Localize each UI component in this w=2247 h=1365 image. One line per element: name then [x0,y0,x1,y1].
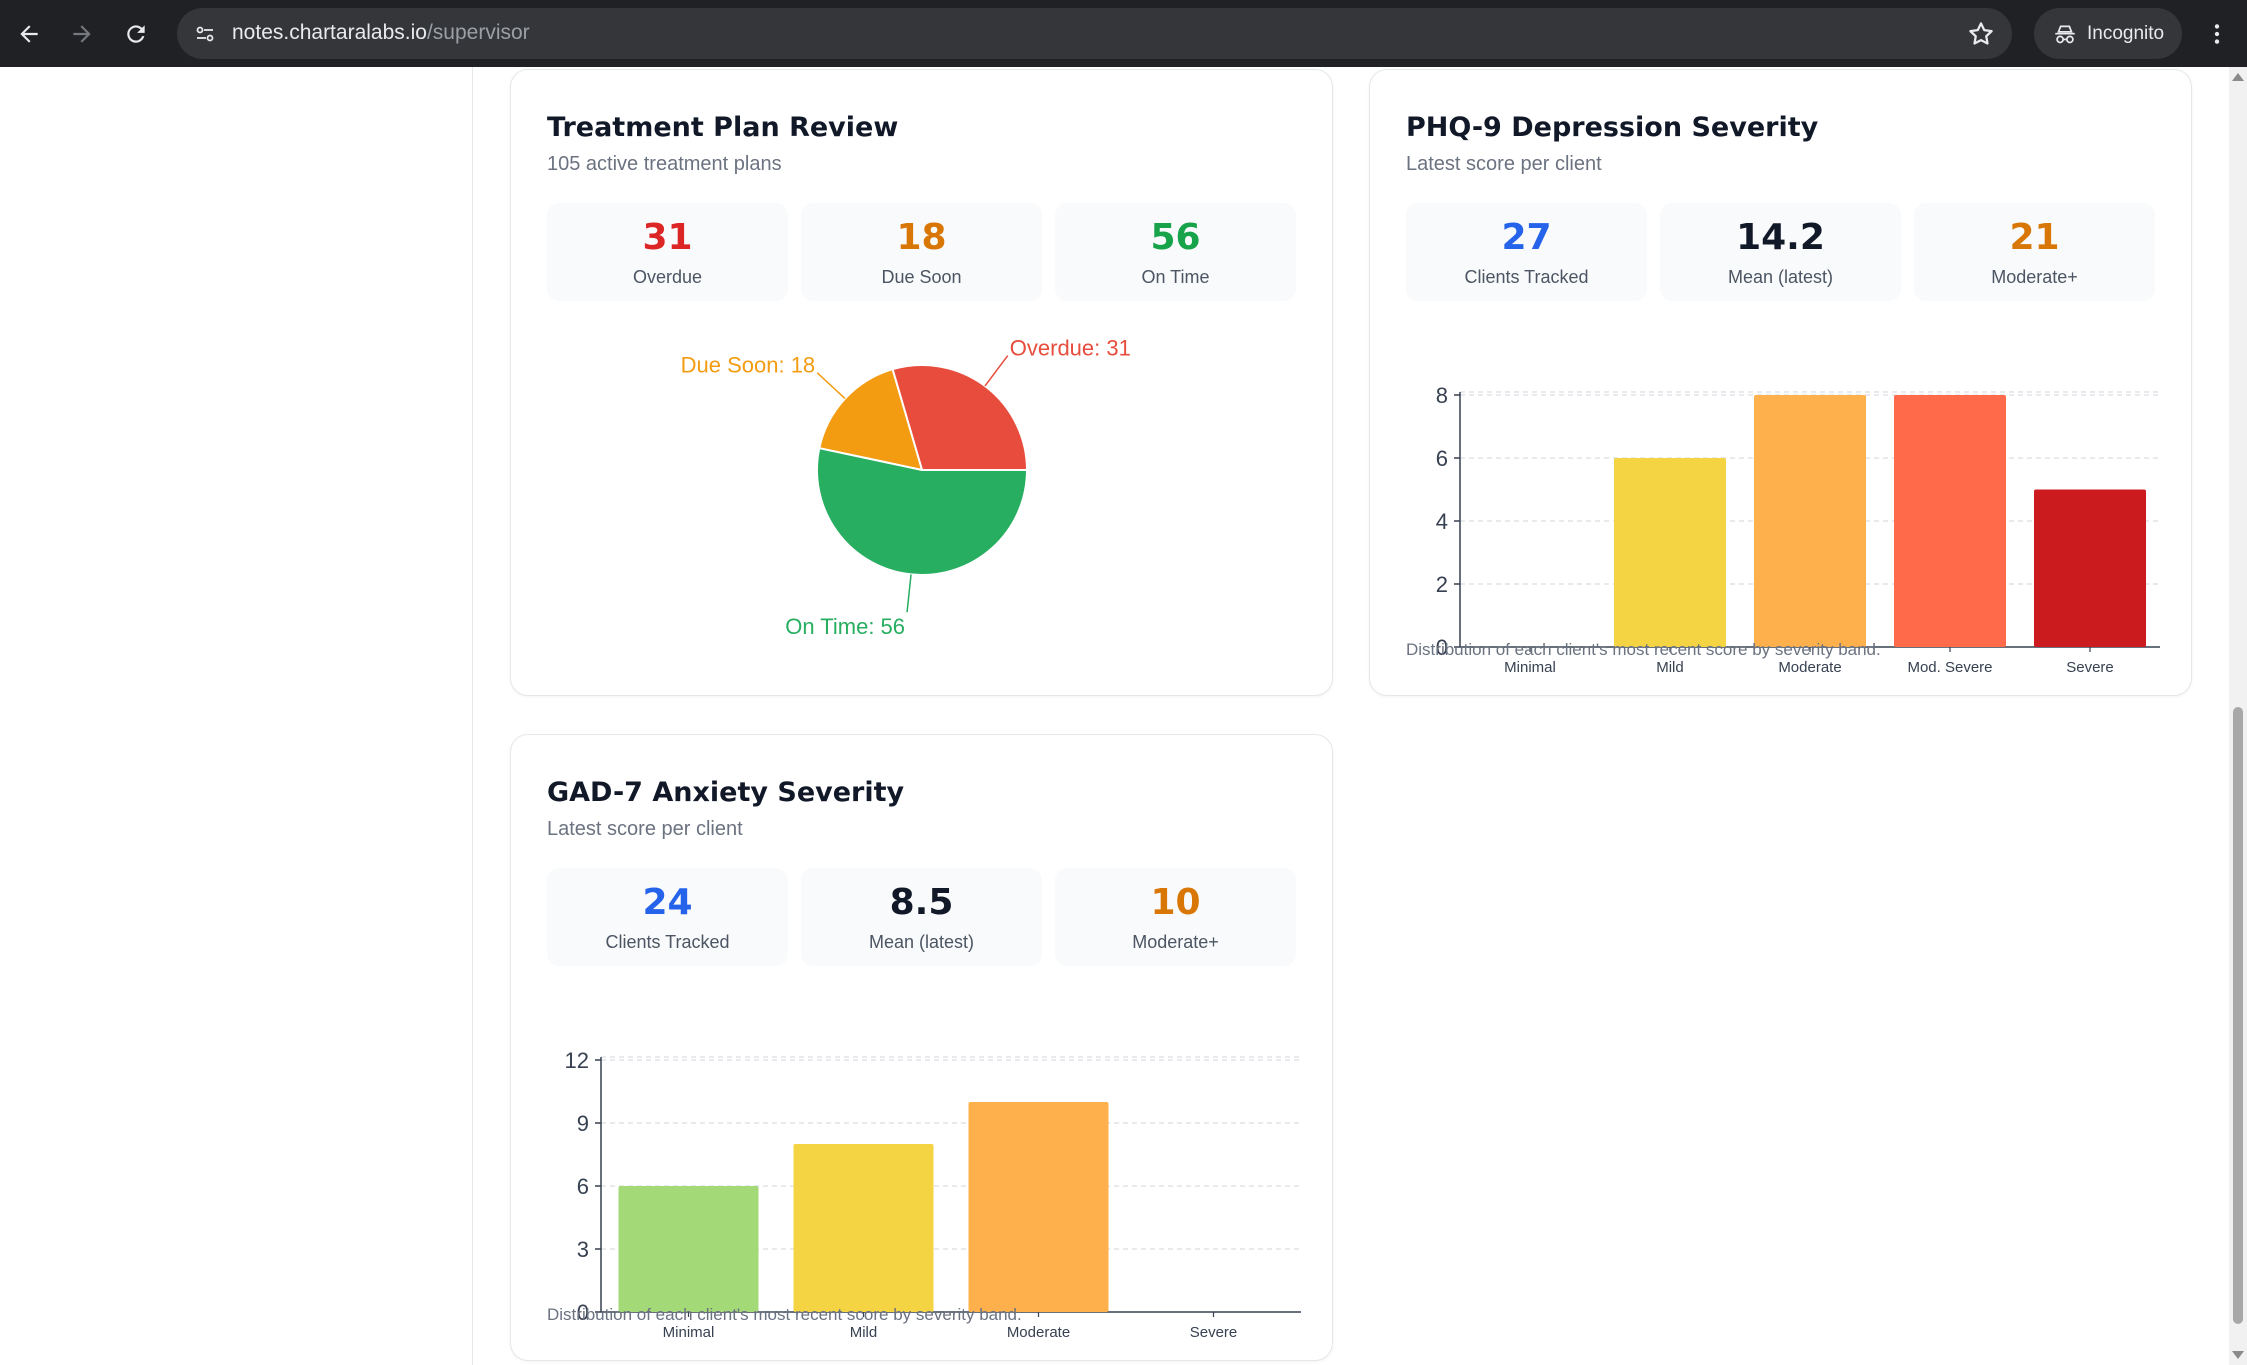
bar-moderate[interactable] [968,1102,1109,1312]
stat-value: 21 [2009,217,2060,258]
stat-value: 18 [896,217,947,258]
stat-label: Mean (latest) [1727,267,1834,287]
gad7-card: GAD-7 Anxiety Severity Latest score per … [510,734,1333,1361]
address-bar[interactable]: notes.chartaralabs.io/supervisor [177,8,2012,59]
x-tick-label: Minimal [663,1324,715,1341]
scroll-down-icon[interactable] [2232,1351,2244,1359]
more-vert-icon [2214,24,2220,44]
y-tick-label: 9 [577,1111,589,1136]
bar-minimal[interactable] [618,1186,759,1312]
y-tick-label: 2 [1436,572,1448,597]
stat-moderate-plus: 21 Moderate+ [1914,203,2155,301]
x-tick-label: Severe [2066,659,2114,676]
card-subtitle: 105 active treatment plans [547,153,782,175]
stat-label: Due Soon [881,267,962,287]
phq9-card: PHQ-9 Depression Severity Latest score p… [1369,69,2192,696]
y-tick-label: 8 [1436,383,1448,408]
stat-overdue: 31 Overdue [547,203,788,301]
x-tick-label: Severe [1190,1324,1238,1341]
pie-label-line [984,355,1009,387]
card-subtitle: Latest score per client [1406,153,1602,175]
page-scrollbar[interactable] [2229,67,2247,1365]
forward-button[interactable] [62,14,102,54]
stat-label: Mean (latest) [868,932,975,952]
pie-label: On Time: 56 [785,614,905,639]
site-settings-icon[interactable] [191,20,219,48]
stat-clients-tracked: 27 Clients Tracked [1406,203,1647,301]
stat-due-soon: 18 Due Soon [801,203,1042,301]
treatment-pie-chart: Overdue: 31 Due Soon: 18 On Time: 56 [681,336,1131,640]
stat-moderate-plus: 10 Moderate+ [1055,868,1296,966]
y-tick-label: 0 [1436,635,1448,660]
card-title: GAD-7 Anxiety Severity [547,777,905,808]
bar-mild[interactable] [1614,458,1726,647]
card-subtitle: Latest score per client [547,818,743,840]
stat-mean-latest: 8.5 Mean (latest) [801,868,1042,966]
pie-label: Due Soon: 18 [681,353,816,378]
phq9-bar-chart: 0 2 4 6 8 Minimal Mild Moderate Mod. Severe Sever… [1436,383,2160,676]
stat-label: On Time [1141,267,1210,287]
pie-label: Overdue: 31 [1010,336,1131,361]
stat-on-time: 56 On Time [1055,203,1296,301]
x-tick-label: Minimal [1504,659,1556,676]
chart-note: Distribution of each client's most recen… [547,1305,1022,1324]
stat-label: Clients Tracked [1464,267,1589,287]
scroll-thumb[interactable] [2233,707,2243,1324]
pie-slice-on-time[interactable] [816,446,1029,576]
chart-note: Distribution of each client's most recen… [1406,640,1881,659]
stat-value: 31 [642,217,693,258]
stat-value: 24 [642,882,693,923]
pie-label-line [816,372,846,400]
reload-icon [127,25,145,43]
x-tick-label: Moderate [1778,659,1841,676]
incognito-icon [2055,25,2075,44]
stat-value: 56 [1150,217,1201,258]
treatment-plan-card: Treatment Plan Review 105 active treatme… [510,69,1333,696]
stat-mean-latest: 14.2 Mean (latest) [1660,203,1901,301]
y-tick-label: 6 [577,1174,589,1199]
y-tick-label: 3 [577,1237,589,1262]
pie-slice-overdue[interactable] [891,364,1029,471]
y-tick-label: 0 [577,1300,589,1325]
x-tick-label: Mod. Severe [1907,659,1992,676]
bar-severe[interactable] [2034,489,2146,648]
incognito-label: Incognito [2087,23,2165,44]
card-title: Treatment Plan Review [547,112,899,143]
sidebar [0,67,473,1365]
stat-clients-tracked: 24 Clients Tracked [547,868,788,966]
bar-mild[interactable] [793,1144,934,1312]
x-tick-label: Mild [850,1324,878,1341]
y-tick-label: 4 [1436,509,1448,534]
arrow-left-icon [20,25,38,43]
browser-menu-button[interactable] [2200,14,2234,54]
stat-value: 14.2 [1736,217,1825,258]
stat-value: 10 [1150,882,1201,923]
y-tick-label: 6 [1436,446,1448,471]
stat-value: 27 [1501,217,1552,258]
incognito-profile-button[interactable]: Incognito [2034,8,2182,59]
stat-label: Moderate+ [1991,267,2078,287]
x-tick-label: Mild [1656,659,1684,676]
card-title: PHQ-9 Depression Severity [1406,112,1819,143]
stat-label: Moderate+ [1132,932,1219,952]
url-text: notes.chartaralabs.io/supervisor [232,21,530,44]
stat-label: Clients Tracked [605,932,730,952]
y-tick-label: 12 [565,1048,589,1073]
bar-mod-severe[interactable] [1894,395,2006,647]
bar-moderate[interactable] [1754,395,1866,647]
stat-label: Overdue [632,267,703,287]
x-tick-label: Moderate [1007,1324,1070,1341]
gad7-bar-chart: 0 3 6 9 12 Minimal Mild Moderate Severe [565,1048,1301,1341]
bookmark-star-icon[interactable] [1966,19,1996,49]
arrow-right-icon [73,25,91,43]
reload-button[interactable] [116,14,156,54]
browser-toolbar: notes.chartaralabs.io/supervisor Incogni… [0,0,2247,67]
scroll-up-icon[interactable] [2232,73,2244,81]
main-content: Treatment Plan Review 105 active treatme… [474,67,2229,1365]
stat-value: 8.5 [889,882,954,923]
back-button[interactable] [9,14,49,54]
pie-label-line [906,574,912,613]
